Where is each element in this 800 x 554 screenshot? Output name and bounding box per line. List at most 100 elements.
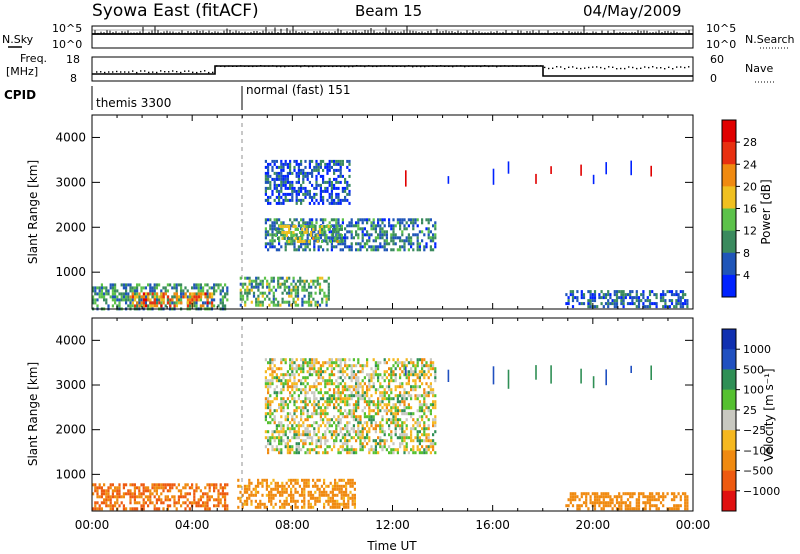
data-cell <box>248 478 251 482</box>
data-cell <box>328 177 331 181</box>
data-cell <box>171 301 174 305</box>
data-cell <box>361 430 364 434</box>
data-cell <box>149 298 152 302</box>
nave-sample <box>180 71 182 74</box>
data-cell <box>284 442 287 446</box>
data-cell <box>434 421 437 425</box>
data-cell <box>273 171 276 175</box>
data-cell <box>326 248 329 252</box>
data-cell <box>416 224 419 228</box>
data-cell <box>306 391 309 395</box>
data-cell <box>361 367 364 371</box>
data-cell <box>392 242 395 246</box>
data-cell <box>315 186 318 190</box>
data-cell <box>337 174 340 178</box>
data-cell <box>333 201 336 205</box>
data-cell <box>269 201 272 205</box>
data-cell <box>98 295 101 299</box>
data-cell <box>587 305 590 309</box>
data-cell <box>396 236 399 240</box>
data-cell <box>313 248 316 252</box>
data-cell <box>642 495 645 499</box>
data-cell <box>392 224 395 228</box>
data-cell <box>410 412 413 416</box>
data-cell <box>582 293 586 297</box>
data-cell <box>361 445 364 449</box>
data-cell <box>211 301 214 305</box>
data-cell <box>350 236 353 240</box>
data-cell <box>264 358 267 362</box>
data-cell <box>215 498 218 502</box>
data-cell <box>293 379 296 383</box>
data-cell <box>319 412 322 416</box>
data-cell <box>589 498 592 502</box>
data-cell <box>173 483 176 487</box>
data-cell <box>374 227 377 231</box>
data-cell <box>257 297 260 301</box>
data-cell <box>100 492 103 496</box>
data-cell <box>383 224 386 228</box>
data-cell <box>103 492 106 496</box>
data-cell <box>217 304 220 308</box>
data-cell <box>153 301 156 305</box>
data-cell <box>287 502 290 506</box>
data-cell <box>390 451 393 455</box>
nave-sample <box>576 67 578 69</box>
data-cell <box>412 227 415 231</box>
data-cell <box>637 498 641 502</box>
data-cell <box>177 495 180 499</box>
data-cell <box>313 403 316 407</box>
data-cell <box>206 301 209 305</box>
data-cell <box>336 228 339 231</box>
data-cell <box>335 406 338 410</box>
data-cell <box>213 286 216 290</box>
data-cell <box>308 397 311 401</box>
data-cell <box>311 171 314 175</box>
data-cell <box>270 481 273 485</box>
data-cell <box>289 427 292 431</box>
data-cell <box>363 233 366 237</box>
data-cell <box>274 487 277 491</box>
data-cell <box>328 382 331 386</box>
data-cell <box>407 361 410 365</box>
data-cell <box>352 406 355 410</box>
data-cell <box>303 478 306 482</box>
data-cell <box>129 289 132 293</box>
data-cell <box>609 296 612 300</box>
data-cell <box>280 388 283 392</box>
data-cell <box>306 236 309 240</box>
data-cell <box>350 376 353 380</box>
data-cell <box>268 303 271 307</box>
data-cell <box>330 230 333 234</box>
data-cell <box>337 186 340 190</box>
data-cell <box>204 292 207 296</box>
data-cell <box>151 289 154 293</box>
data-cell <box>114 301 117 305</box>
data-cell <box>363 397 366 401</box>
data-cell <box>151 501 154 505</box>
data-cell <box>213 298 216 302</box>
data-cell <box>133 486 136 490</box>
data-cell <box>177 498 180 502</box>
data-cell <box>269 361 272 365</box>
data-cell <box>261 285 264 289</box>
data-cell <box>280 245 283 249</box>
data-cell <box>289 180 292 184</box>
data-cell <box>582 302 586 306</box>
colorbar-tick-label: 12 <box>743 225 757 238</box>
data-cell <box>302 221 305 225</box>
data-cell <box>315 403 318 407</box>
data-cell <box>429 248 432 252</box>
nave-sample <box>680 66 682 68</box>
data-cell <box>383 430 386 434</box>
data-cell <box>288 288 291 292</box>
data-cell <box>418 436 421 440</box>
data-cell <box>221 295 224 299</box>
data-cell <box>339 376 342 380</box>
data-cell <box>423 370 426 374</box>
data-cell <box>418 442 421 446</box>
data-cell <box>281 481 284 485</box>
data-cell <box>294 478 297 482</box>
data-cell <box>114 298 117 302</box>
data-cell <box>429 364 432 368</box>
